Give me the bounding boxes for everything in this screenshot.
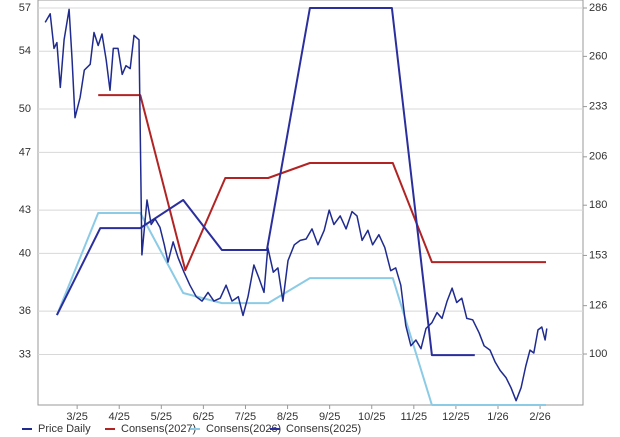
y2-tick-label: 233 [589,101,607,113]
y2-tick-label: 206 [589,151,607,163]
x-tick-label: 9/25 [319,411,340,423]
y2-tick-label: 153 [589,249,607,261]
y-tick-label: 43 [19,204,31,216]
y2-tick-label: 126 [589,300,607,312]
legend-label: Consens(2025) [286,423,361,435]
x-tick-label: 4/25 [109,411,130,423]
x-tick-label: 7/25 [235,411,256,423]
x-tick-label: 6/25 [193,411,214,423]
legend-label: Consens(2027) [121,423,196,435]
x-tick-label: 2/26 [529,411,550,423]
series-line [98,94,546,272]
y-tick-label: 47 [19,146,31,158]
y2-tick-label: 286 [589,2,607,14]
y-tick-label: 40 [19,247,31,259]
y-tick-label: 57 [19,2,31,14]
y2-tick-label: 260 [589,50,607,62]
x-tick-label: 10/25 [358,411,386,423]
x-tick-label: 5/25 [151,411,172,423]
x-tick-label: 12/25 [442,411,470,423]
y-tick-label: 33 [19,348,31,360]
x-tick-label: 8/25 [277,411,298,423]
y-tick-label: 36 [19,305,31,317]
series-line [55,212,546,406]
y2-tick-label: 180 [589,199,607,211]
y2-tick-label: 100 [589,348,607,360]
y-tick-label: 50 [19,103,31,115]
y-tick-label: 54 [19,45,31,57]
series-line [44,8,548,402]
series-line [56,7,475,357]
x-tick-label: 1/26 [487,411,508,423]
x-tick-label: 11/25 [400,411,427,423]
legend-label: Consens(2026) [206,423,281,435]
x-tick-label: 3/25 [66,411,87,423]
legend-label: Price Daily [38,423,91,435]
